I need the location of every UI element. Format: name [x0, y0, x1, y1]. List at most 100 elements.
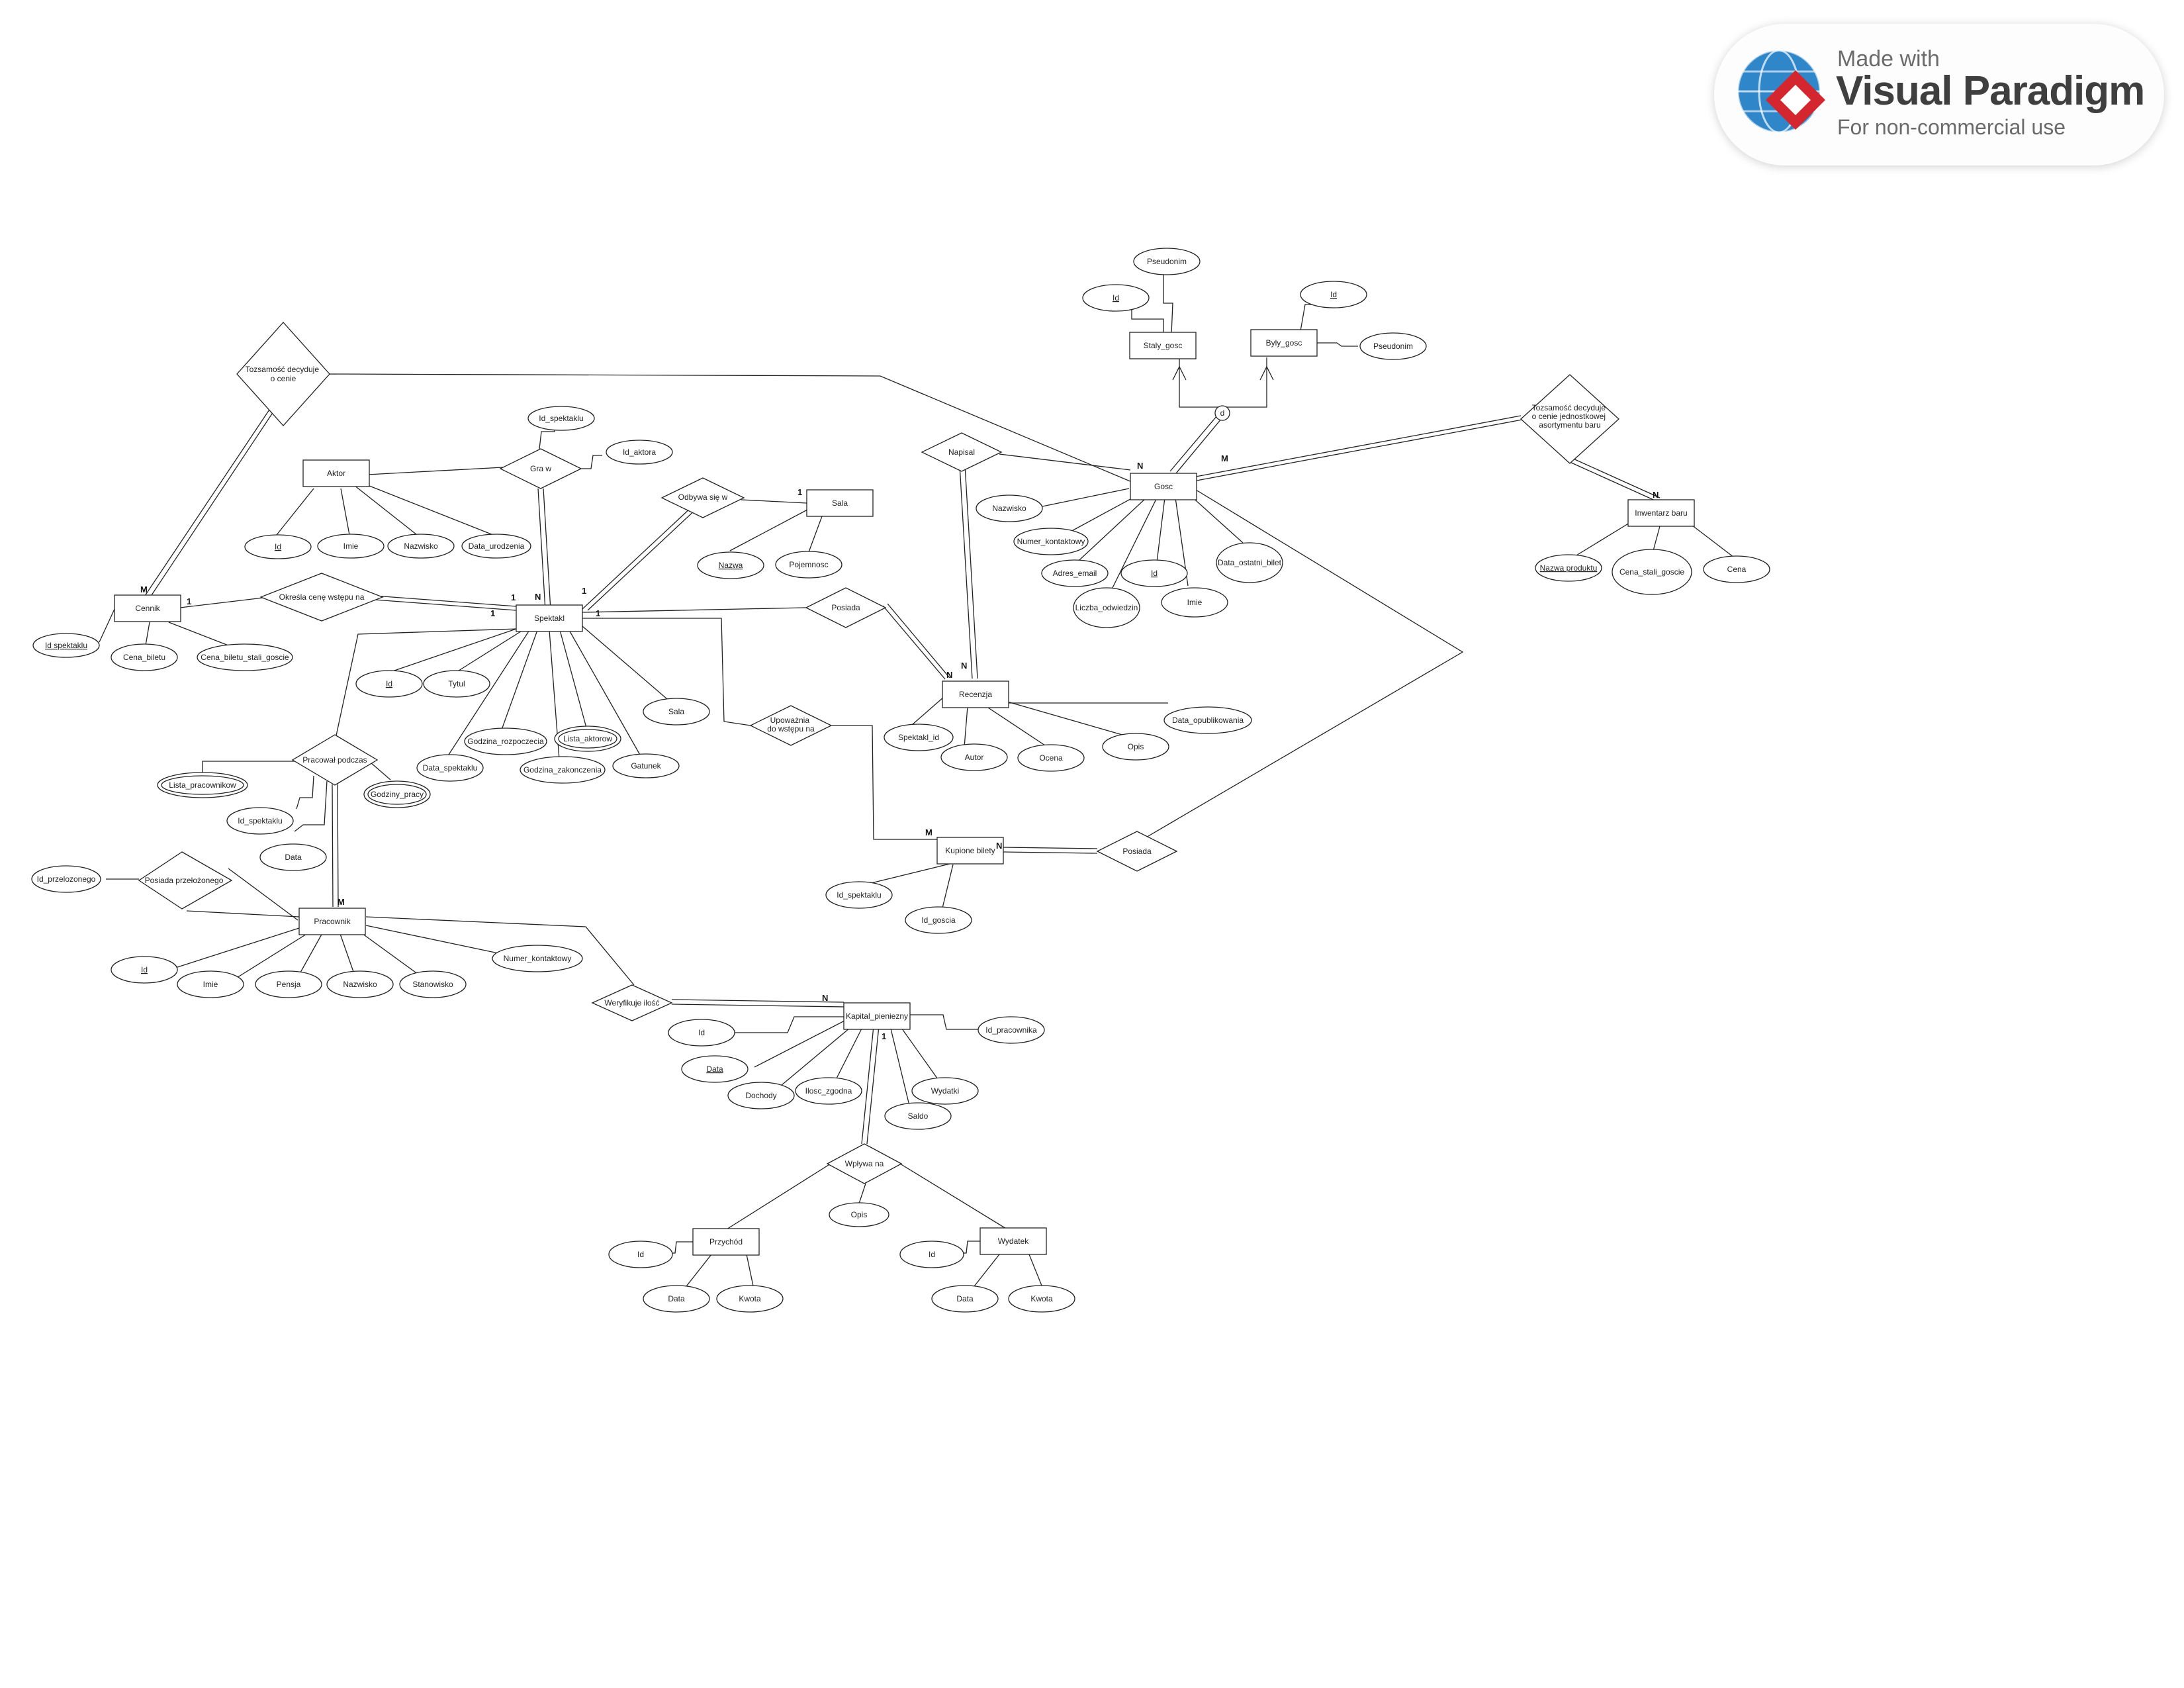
relationship-gra-w[interactable]: Gra w — [500, 449, 581, 489]
attr-gosc-numer-kontaktowy[interactable]: Numer_kontaktowy — [1014, 528, 1088, 555]
attr-staly-id[interactable]: Id — [1083, 285, 1149, 311]
entity-byly-gosc[interactable]: Byly_gosc — [1251, 330, 1317, 356]
entity-cennik[interactable]: Cennik — [114, 595, 181, 622]
attr-pr-pensja[interactable]: Pensja — [255, 971, 322, 998]
attr-aktor-nazwisko[interactable]: Nazwisko — [388, 534, 454, 558]
relationship-okresla-cene[interactable]: Określa cenę wstępu na — [261, 573, 383, 621]
svg-text:Data_opublikowania: Data_opublikowania — [1172, 716, 1244, 725]
attr-spek-godzina-rozpoczecia[interactable]: Godzina_rozpoczecia — [465, 728, 547, 755]
relationship-napisal[interactable]: Napisal — [922, 433, 1001, 471]
entity-aktor[interactable]: Aktor — [303, 460, 369, 487]
attr-gosc-adres-email[interactable]: Adres_email — [1042, 560, 1108, 586]
attr-rec-opis[interactable]: Opis — [1103, 733, 1169, 760]
attr-cennik-cena-biletu-stali[interactable]: Cena_biletu_stali_goscie — [197, 644, 293, 671]
attr-prac-data[interactable]: Data — [260, 844, 326, 870]
attr-rec-autor[interactable]: Autor — [941, 744, 1007, 771]
attr-gosc-id[interactable]: Id — [1121, 560, 1187, 586]
attr-spek-lista-aktorow[interactable]: Lista_aktorow — [555, 726, 621, 751]
attr-spek-sala[interactable]: Sala — [643, 698, 709, 725]
entity-kapital-pieniezny[interactable]: Kapital_pieniezny — [844, 1003, 910, 1029]
entity-gosc[interactable]: Gosc — [1130, 473, 1197, 500]
relationship-posiada-przelozonego[interactable]: Posiada przełożonego — [139, 852, 232, 909]
relationship-tozsamosc-bar[interactable]: Tozsamość decyduje o cenie jednostkowej … — [1521, 375, 1619, 463]
attr-rec-ocena[interactable]: Ocena — [1018, 745, 1084, 771]
attr-inw-cena-stali-goscie[interactable]: Cena_stali_goscie — [1612, 549, 1692, 594]
attr-wpl-opis[interactable]: Opis — [829, 1203, 889, 1227]
svg-text:Id: Id — [275, 542, 281, 551]
attr-aktor-id[interactable]: Id — [245, 535, 311, 559]
relationship-posiada-recenzja[interactable]: Posiada — [806, 588, 886, 628]
attr-byly-pseudonim[interactable]: Pseudonim — [1360, 333, 1426, 359]
relationship-pracowal-podczas[interactable]: Pracował podczas — [293, 735, 377, 785]
attr-staly-pseudonim[interactable]: Pseudonim — [1134, 248, 1200, 275]
attr-inw-cena[interactable]: Cena — [1704, 556, 1770, 583]
svg-text:Saldo: Saldo — [908, 1111, 929, 1121]
attr-rec-spektakl-id[interactable]: Spektakl_id — [884, 724, 953, 751]
attr-sala-nazwa[interactable]: Nazwa — [698, 552, 764, 579]
attr-pr-imie[interactable]: Imie — [177, 971, 244, 998]
attr-kap-data[interactable]: Data — [682, 1056, 748, 1082]
relationship-wplywa-na[interactable]: Wpływa na — [827, 1144, 901, 1184]
attr-prac-godziny-pracy[interactable]: Godziny_pracy — [364, 781, 430, 808]
attr-kap-dochody[interactable]: Dochody — [728, 1082, 794, 1109]
attr-pr-stanowisko[interactable]: Stanowisko — [400, 971, 466, 998]
attr-prac-id-spektaklu[interactable]: Id_spektaklu — [227, 808, 293, 834]
attr-spek-tytul[interactable]: Tytul — [424, 671, 490, 697]
entity-spektakl[interactable]: Spektakl — [516, 605, 582, 632]
attr-przy-kwota[interactable]: Kwota — [717, 1286, 783, 1312]
entity-staly-gosc[interactable]: Staly_gosc — [1130, 332, 1196, 359]
attr-gosc-nazwisko[interactable]: Nazwisko — [976, 495, 1042, 522]
relationship-upowaznia[interactable]: Upoważnia do wstępu na — [751, 706, 831, 745]
attr-cennik-cena-biletu[interactable]: Cena_biletu — [111, 644, 177, 671]
entity-przychod[interactable]: Przychód — [693, 1229, 759, 1255]
entity-pracownik[interactable]: Pracownik — [299, 908, 365, 935]
attr-wyd-id[interactable]: Id — [900, 1241, 964, 1268]
attr-cennik-id-spektaklu[interactable]: Id spektaklu — [33, 633, 99, 657]
relationship-posiada-bilety[interactable]: Posiada — [1097, 831, 1177, 871]
specialization-d[interactable]: d — [1215, 406, 1230, 420]
attr-gosc-liczba-odwiedzin[interactable]: Liczba_odwiedzin — [1073, 588, 1140, 628]
attr-gosc-imie[interactable]: Imie — [1161, 588, 1228, 617]
entity-kupione-bilety[interactable]: Kupione bilety — [937, 837, 1003, 864]
attr-gra-id-aktora[interactable]: Id_aktora — [606, 440, 672, 464]
attr-kap-wydatki[interactable]: Wydatki — [912, 1078, 978, 1104]
svg-text:Recenzja: Recenzja — [959, 690, 992, 699]
attr-wyd-data[interactable]: Data — [932, 1286, 998, 1312]
attr-spek-id[interactable]: Id — [356, 671, 422, 697]
relationship-tozsamosc-cena[interactable]: Tozsamość decyduje o cenie — [237, 322, 330, 426]
attr-spek-data-spektaklu[interactable]: Data_spektaklu — [417, 755, 483, 781]
attr-kup-id-spektaklu[interactable]: Id_spektaklu — [826, 882, 892, 908]
attr-aktor-imie[interactable]: Imie — [318, 534, 384, 558]
attr-byly-id[interactable]: Id — [1300, 281, 1367, 308]
svg-text:Ocena: Ocena — [1039, 753, 1063, 763]
entity-wydatek[interactable]: Wydatek — [980, 1228, 1046, 1254]
entity-recenzja[interactable]: Recenzja — [942, 681, 1009, 708]
attr-pr-nazwisko[interactable]: Nazwisko — [327, 971, 393, 998]
attr-przy-data[interactable]: Data — [643, 1286, 709, 1312]
attr-kap-id[interactable]: Id — [668, 1019, 735, 1046]
attr-inw-nazwa-produktu[interactable]: Nazwa produktu — [1535, 555, 1602, 581]
attr-pr-numer-kontaktowy[interactable]: Numer_kontaktowy — [492, 945, 582, 972]
attr-spek-godzina-zakonczenia[interactable]: Godzina_zakonczenia — [520, 757, 605, 783]
entity-sala[interactable]: Sala — [807, 490, 873, 516]
attr-spek-gatunek[interactable]: Gatunek — [613, 754, 679, 778]
svg-text:Gatunek: Gatunek — [631, 761, 661, 771]
attr-prac-lista-pracownikow[interactable]: Lista_pracownikow — [158, 773, 248, 798]
attr-kap-saldo[interactable]: Saldo — [885, 1103, 951, 1129]
attr-kup-id-goscia[interactable]: Id_goscia — [905, 907, 972, 933]
attr-gosc-data-ostatni-bilet[interactable]: Data_ostatni_bilet — [1216, 543, 1283, 583]
attr-id-przelozonego[interactable]: Id_przelozonego — [32, 866, 101, 892]
attr-pr-id[interactable]: Id — [111, 957, 177, 983]
attr-aktor-data-urodzenia[interactable]: Data_urodzenia — [462, 534, 531, 558]
attr-kap-ilosc-zgodna[interactable]: Ilosc_zgodna — [796, 1078, 862, 1104]
attr-rec-data-opublikowania[interactable]: Data_opublikowania — [1164, 707, 1251, 733]
relationship-odbywa-sie-w[interactable]: Odbywa się w — [662, 478, 744, 518]
attr-wyd-kwota[interactable]: Kwota — [1009, 1286, 1075, 1312]
relationship-weryfikuje-ilosc[interactable]: Weryfikuje ilość — [592, 985, 672, 1021]
attr-sala-pojemnosc[interactable]: Pojemnosc — [776, 551, 842, 578]
svg-text:Data: Data — [706, 1064, 723, 1074]
entity-inwentarz-baru[interactable]: Inwentarz baru — [1628, 500, 1694, 526]
attr-kap-id-pracownika[interactable]: Id_pracownika — [978, 1017, 1044, 1043]
attr-gra-id-spektaklu[interactable]: Id_spektaklu — [528, 406, 594, 430]
attr-przy-id[interactable]: Id — [609, 1241, 672, 1268]
